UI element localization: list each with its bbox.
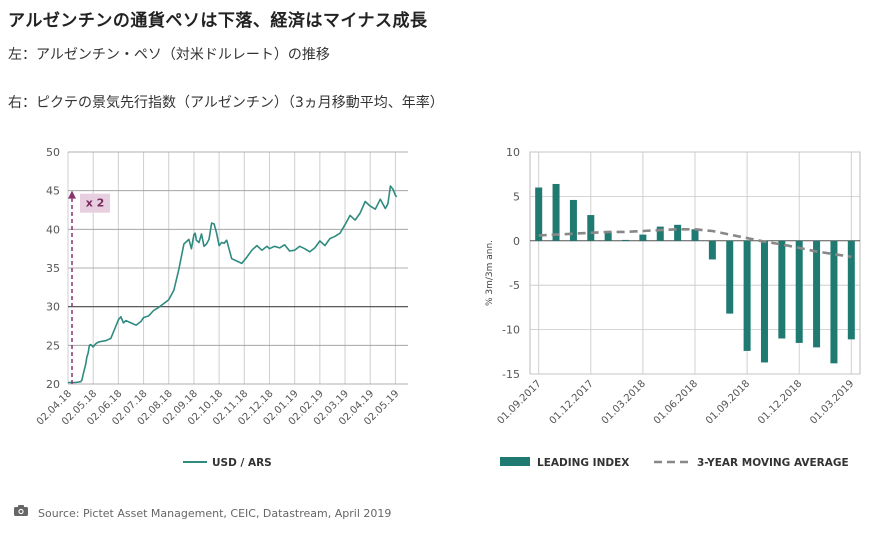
leading-index-bar [813,240,821,348]
leading-index-bar [760,240,768,363]
leading-index-bar [674,224,682,241]
y-tick-label: 0 [513,235,520,248]
leading-index-bar [622,239,630,241]
legend-swatch-leading-index [500,457,530,466]
leading-index-bar [708,240,716,260]
y-tick-label: 40 [46,223,60,236]
leading-index-bar [552,183,560,241]
x-tick-label: 01.03.2019 [808,378,856,426]
leading-index-bar [795,240,803,343]
leading-index-bar [830,240,838,364]
y-axis-label: % 3m/3m ann. [485,240,495,306]
y-tick-label: -5 [509,279,520,292]
x-tick-label: 01.12.2017 [548,378,596,426]
annotation-box [80,193,110,213]
doubling-arrow-head [68,190,76,199]
leading-index-bar [778,240,786,339]
y-tick-label: 35 [46,262,60,275]
left-chart-subtitle: 左：アルゼンチン・ペソ（対米ドルレート）の推移 [8,47,330,63]
y-tick-label: 10 [506,146,520,159]
y-tick-label: 45 [46,185,60,198]
leading-index-bar [847,240,855,340]
y-tick-label: 30 [46,301,60,314]
x-tick-label: 01.06.2018 [652,378,700,426]
legend-label-leading-index: LEADING INDEX [537,457,629,469]
y-tick-label: -15 [502,368,520,381]
y-tick-label: -10 [502,324,520,337]
right-chart-subtitle: 右：ピクテの景気先行指数（アルゼンチン）（3ヵ月移動平均、年率） [8,95,444,111]
leading-index-bar [726,240,734,314]
leading-index-bar [535,187,543,241]
x-tick-label: 01.09.2018 [704,378,752,426]
leading-index-bar [691,229,699,241]
y-tick-label: 5 [513,190,520,203]
y-tick-label: 50 [46,146,60,159]
annotation-label: x 2 [86,197,105,210]
chart-title: アルゼンチンの通貨ペソは下落、経済はマイナス成長 [8,11,428,31]
y-tick-label: 25 [46,339,60,352]
legend-label-usd-ars: USD / ARS [212,457,272,469]
legend-label-moving-average: 3-YEAR MOVING AVERAGE [697,457,849,469]
leading-index-bar [569,199,577,241]
x-tick-label: 01.03.2018 [600,378,648,426]
x-tick-label: 01.12.2018 [756,378,804,426]
y-tick-label: 20 [46,378,60,391]
leading-index-bar [656,226,664,241]
x-tick-label: 01.09.2017 [496,378,544,426]
usd-ars-line [68,185,398,384]
camera-icon [14,505,28,516]
leading-index-bar [587,215,595,241]
source-note: Source: Pictet Asset Management, CEIC, D… [38,507,392,520]
leading-index-bar [604,231,612,241]
leading-index-bar [639,234,647,241]
leading-index-bar [743,240,751,351]
moving-average-line [538,228,852,259]
